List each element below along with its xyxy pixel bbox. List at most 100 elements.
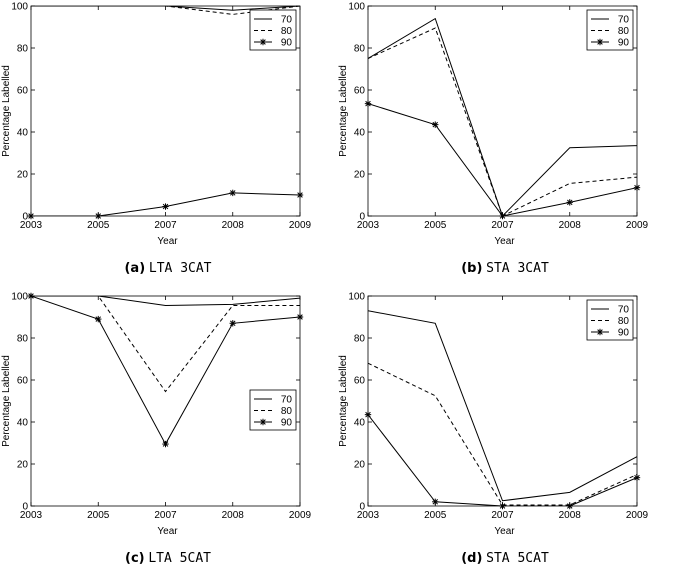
caption-label: (c) bbox=[125, 551, 145, 566]
line-chart-b: 0 20 40 60 80 100 2003 2005 2007 2008 2009 Year Perc… bbox=[338, 2, 649, 248]
data-point-90 bbox=[499, 212, 506, 220]
data-point-90 bbox=[95, 315, 102, 323]
data-point-90 bbox=[162, 440, 169, 448]
series-line-90 bbox=[368, 103, 637, 216]
series-line-80 bbox=[368, 362, 637, 506]
legend-label-90: 90 bbox=[618, 328, 630, 339]
y-tick-label: 100 bbox=[11, 2, 28, 13]
x-tick-label: 2009 bbox=[289, 220, 312, 231]
data-point-90 bbox=[432, 121, 439, 128]
series-line-70 bbox=[31, 6, 300, 11]
caption-text: STA 3CAT bbox=[486, 261, 549, 276]
y-tick-label: 0 bbox=[359, 502, 365, 513]
series-line-80 bbox=[368, 27, 637, 216]
x-tick-label: 2009 bbox=[289, 510, 312, 521]
y-tick-label: 100 bbox=[11, 292, 28, 303]
y-tick-label: 60 bbox=[17, 86, 29, 97]
figure-caption-a: (a) LTA 3CAT bbox=[0, 260, 336, 277]
legend-label-70: 70 bbox=[281, 15, 293, 26]
y-tick-label: 80 bbox=[354, 334, 366, 345]
x-axis-title: Year bbox=[157, 526, 178, 537]
data-point-90 bbox=[162, 203, 169, 210]
legend-label-90: 90 bbox=[618, 38, 630, 49]
data-point-90 bbox=[364, 100, 372, 107]
y-tick-label: 0 bbox=[359, 212, 365, 223]
chart-panel-d: 0 20 40 60 80 100 2003 2005 2007 2008 2009 Year Perc… bbox=[337, 290, 673, 580]
data-point-90 bbox=[229, 320, 236, 327]
legend-label-90: 90 bbox=[281, 38, 293, 49]
y-tick-label: 0 bbox=[22, 502, 28, 513]
series-line-70 bbox=[31, 296, 300, 306]
data-point-90 bbox=[633, 474, 641, 481]
caption-text: STA 5CAT bbox=[486, 551, 549, 566]
y-tick-label: 40 bbox=[354, 128, 366, 139]
figure-caption-c: (c) LTA 5CAT bbox=[0, 550, 336, 567]
y-axis-title: Percentage Labelled bbox=[338, 65, 349, 157]
y-tick-label: 0 bbox=[22, 212, 28, 223]
legend-label-70: 70 bbox=[618, 305, 630, 316]
y-tick-label: 100 bbox=[348, 2, 365, 13]
x-tick-label: 2007 bbox=[491, 510, 514, 521]
data-point-90 bbox=[364, 411, 372, 418]
x-tick-label: 2008 bbox=[559, 220, 582, 231]
line-chart-c: 0 20 40 60 80 100 2003 2005 2007 2008 2009 Year Perc… bbox=[1, 292, 312, 538]
data-point-90 bbox=[499, 502, 506, 510]
data-point-90 bbox=[566, 199, 573, 206]
y-tick-label: 80 bbox=[17, 334, 29, 345]
data-point-90 bbox=[566, 502, 573, 510]
legend-marker-90 bbox=[596, 328, 604, 336]
legend-marker-90 bbox=[596, 38, 604, 46]
y-tick-label: 40 bbox=[17, 128, 29, 139]
legend-label-90: 90 bbox=[281, 418, 293, 429]
x-tick-label: 2009 bbox=[626, 220, 649, 231]
data-point-90 bbox=[432, 498, 439, 505]
y-tick-label: 40 bbox=[17, 418, 29, 429]
data-point-90 bbox=[296, 191, 304, 199]
caption-label: (d) bbox=[461, 551, 483, 566]
series-group bbox=[368, 17, 637, 216]
series-line-80 bbox=[31, 296, 300, 393]
x-axis-title: Year bbox=[494, 236, 515, 247]
y-tick-label: 80 bbox=[354, 44, 366, 55]
x-axis-title: Year bbox=[157, 236, 178, 247]
x-tick-label: 2009 bbox=[626, 510, 649, 521]
legend-marker-90 bbox=[259, 38, 267, 46]
data-point-90 bbox=[633, 184, 641, 191]
x-axis-title: Year bbox=[494, 526, 515, 537]
legend-label-70: 70 bbox=[618, 15, 630, 26]
figure-caption-b: (b) STA 3CAT bbox=[337, 260, 673, 277]
x-tick-label: 2007 bbox=[154, 510, 177, 521]
legend-label-70: 70 bbox=[281, 395, 293, 406]
legend-label-80: 80 bbox=[618, 26, 630, 37]
y-tick-label: 20 bbox=[354, 460, 366, 471]
x-tick-label: 2005 bbox=[87, 510, 110, 521]
y-axis-title: Percentage Labelled bbox=[338, 355, 349, 447]
caption-text: LTA 3CAT bbox=[148, 261, 212, 276]
x-tick-label: 2007 bbox=[154, 220, 177, 231]
chart-panel-c: 0 20 40 60 80 100 2003 2005 2007 2008 2009 Year Perc… bbox=[0, 290, 336, 580]
chart-panel-b: 0 20 40 60 80 100 2003 2005 2007 2008 2009 Year Perc… bbox=[337, 0, 673, 290]
y-tick-label: 20 bbox=[17, 170, 29, 181]
legend-marker-90 bbox=[259, 418, 267, 426]
x-tick-label: 2005 bbox=[87, 220, 110, 231]
y-tick-label: 100 bbox=[348, 292, 365, 303]
caption-label: (b) bbox=[461, 261, 483, 276]
x-tick-label: 2003 bbox=[20, 510, 43, 521]
data-point-90 bbox=[27, 212, 35, 220]
data-point-90 bbox=[296, 313, 304, 321]
caption-text: LTA 5CAT bbox=[148, 551, 211, 566]
y-tick-label: 80 bbox=[17, 44, 29, 55]
y-tick-label: 40 bbox=[354, 418, 366, 429]
series-line-70 bbox=[368, 310, 637, 502]
caption-label: (a) bbox=[124, 261, 146, 276]
x-tick-label: 2007 bbox=[491, 220, 514, 231]
data-point-90 bbox=[229, 189, 236, 197]
x-tick-label: 2003 bbox=[357, 510, 380, 521]
chart-panel-a: 0 20 40 60 80 100 2003 2005 2007 2008 2009 Year Perc… bbox=[0, 0, 336, 290]
x-tick-label: 2003 bbox=[357, 220, 380, 231]
legend-label-80: 80 bbox=[618, 316, 630, 327]
legend-label-80: 80 bbox=[281, 26, 293, 37]
y-axis-title: Percentage Labelled bbox=[1, 355, 12, 447]
